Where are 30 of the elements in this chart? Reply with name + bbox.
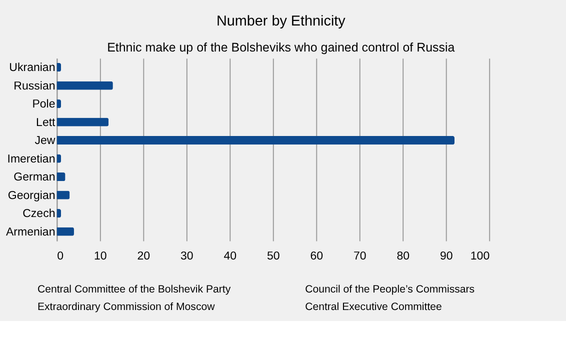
y-tick-label: German xyxy=(14,172,56,184)
y-tick-label: Armenian xyxy=(6,226,56,238)
y-tick-label: Georgian xyxy=(8,190,56,202)
x-tick-label: 40 xyxy=(224,250,237,262)
bar xyxy=(56,136,455,145)
x-tick-label: 70 xyxy=(353,250,366,262)
y-tick-label: Imeretian xyxy=(7,153,56,166)
y-tick-label: Czech xyxy=(22,208,56,220)
text: Central Executive Committee xyxy=(305,300,442,313)
x-tick-label: 100 xyxy=(470,250,490,262)
bar xyxy=(56,118,109,126)
x-tick-label: 60 xyxy=(310,250,324,262)
x-tick-label: 30 xyxy=(180,250,194,262)
chart-subtitle: Ethnic make up of the Bolsheviks who gained control of Russia xyxy=(107,40,455,54)
x-tick-label: 50 xyxy=(266,250,280,262)
text: Extraordinary Commission of Moscow xyxy=(37,300,216,313)
bar xyxy=(56,81,113,90)
y-tick-label: Pole xyxy=(32,98,56,111)
y-tick-label: Jew xyxy=(34,135,56,148)
text: Central Committee of the Bolshevik Party xyxy=(37,284,232,296)
y-tick-label: Ukranian xyxy=(9,62,56,74)
x-tick-label: 90 xyxy=(440,250,453,262)
x-tick-label: 10 xyxy=(94,250,107,262)
x-tick-label: 0 xyxy=(57,250,64,262)
chart-title: Number by Ethnicity xyxy=(216,13,346,30)
text: Council of the People’s Commissars xyxy=(305,284,475,296)
y-tick-label: Russian xyxy=(14,80,56,92)
x-tick-label: 80 xyxy=(396,250,410,262)
y-tick-label: Lett xyxy=(36,116,56,129)
x-tick-label: 20 xyxy=(137,250,150,262)
